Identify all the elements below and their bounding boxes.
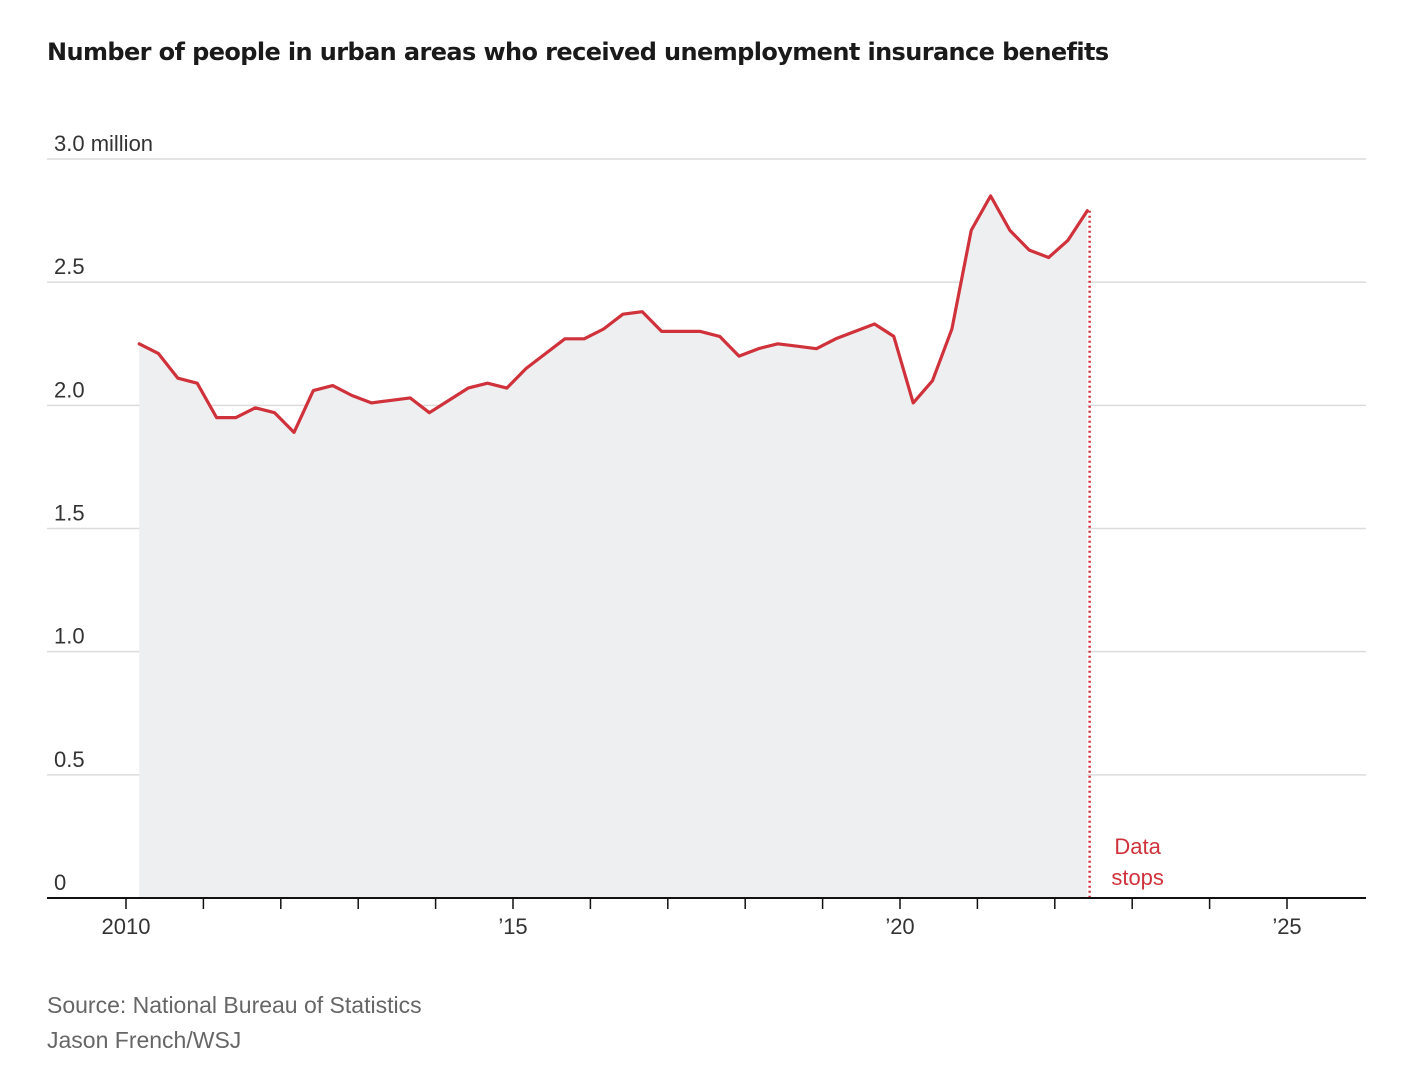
- y-tick-labels: 0 0.5 1.0 1.5 2.0 2.5 3.0 million: [54, 131, 153, 895]
- annotation-layer: Data stops: [1088, 210, 1164, 898]
- y-tick-label-2: 1.0: [54, 624, 85, 649]
- y-tick-label-4: 2.0: [54, 377, 85, 402]
- series-line: [137, 194, 1089, 434]
- area-fill: [139, 195, 1088, 898]
- y-tick-label-1: 0.5: [54, 747, 85, 772]
- x-tick-label-1: ’15: [498, 914, 527, 939]
- y-tick-label-3: 1.5: [54, 501, 85, 526]
- annotation-line-1: Data: [1114, 834, 1161, 859]
- series-line-layer: [137, 194, 1089, 434]
- x-tick-label-0: 2010: [102, 914, 151, 939]
- y-tick-label-5: 2.5: [54, 254, 85, 279]
- chart-title: Number of people in urban areas who rece…: [47, 38, 1109, 66]
- x-tick-label-3: ’25: [1272, 914, 1301, 939]
- area-fill-layer: [139, 195, 1088, 898]
- x-tick-label-2: ’20: [885, 914, 914, 939]
- y-tick-label-0: 0: [54, 870, 66, 895]
- credit-note: Jason French/WSJ: [47, 1027, 242, 1053]
- source-note: Source: National Bureau of Statistics: [47, 992, 422, 1018]
- x-axis: 2010 ’15 ’20 ’25: [47, 897, 1366, 939]
- annotation-line-2: stops: [1111, 865, 1164, 890]
- y-tick-label-6: 3.0 million: [54, 131, 153, 156]
